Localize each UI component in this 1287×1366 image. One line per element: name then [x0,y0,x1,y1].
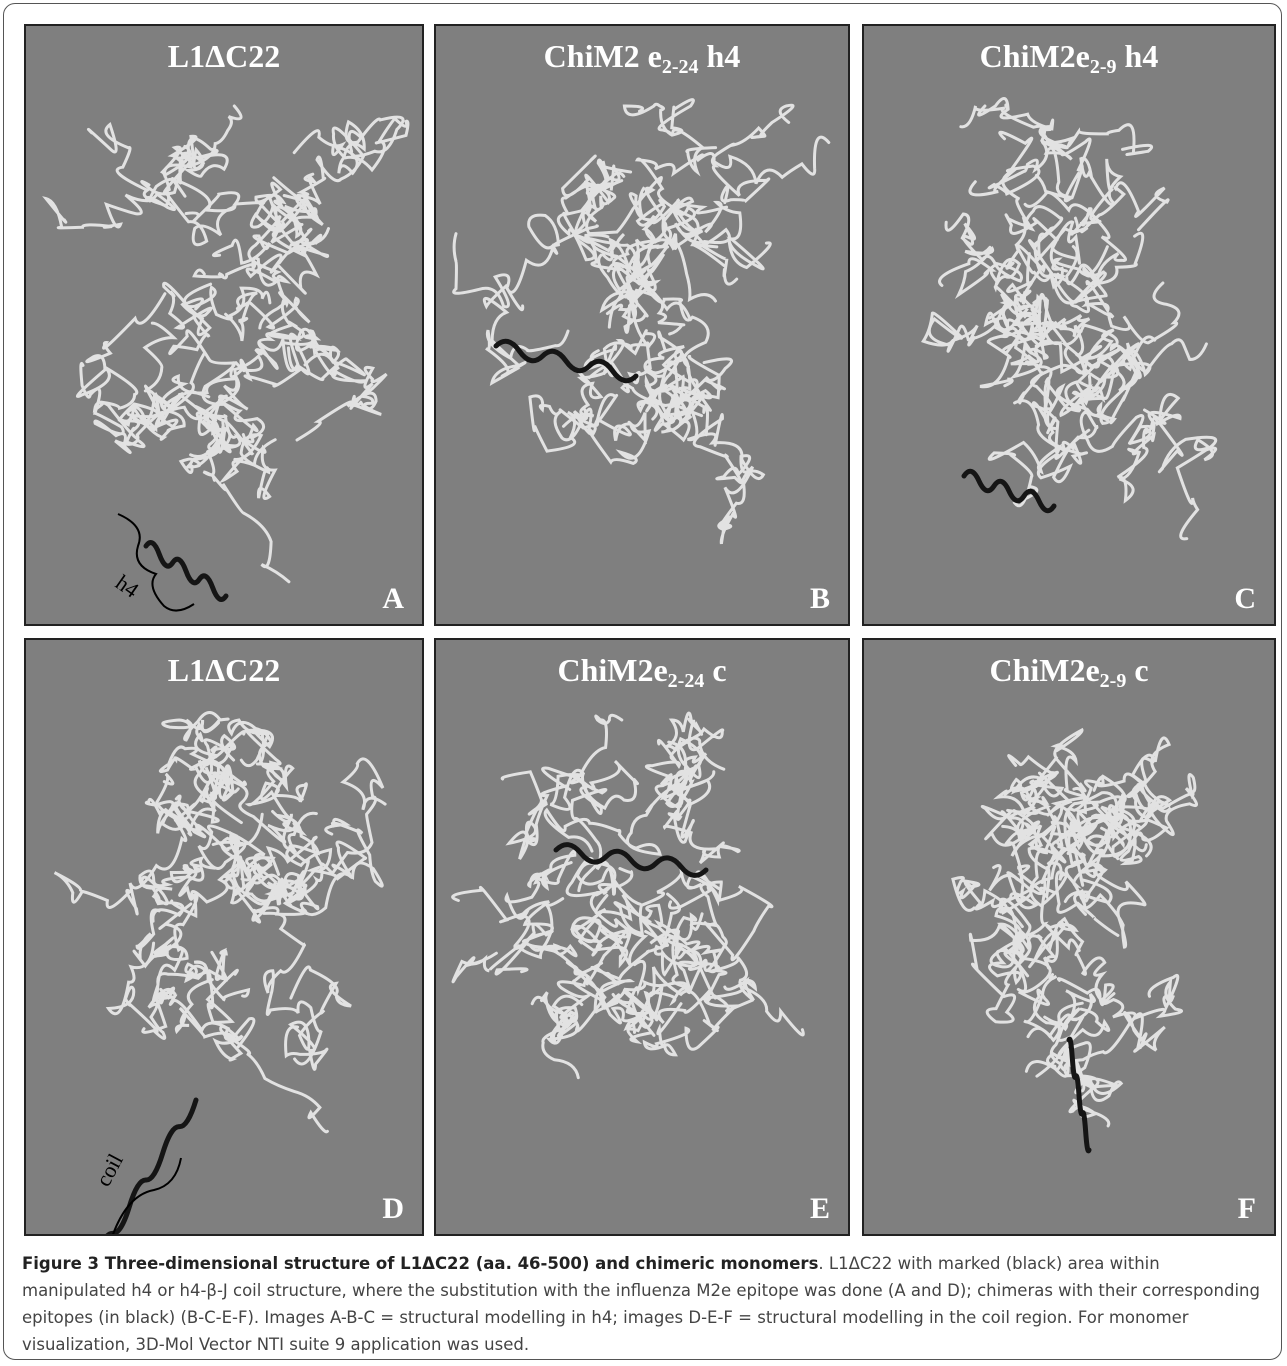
annotation-label: h4 [111,570,143,603]
backbone [484,286,568,383]
panel-letter: C [1234,582,1256,616]
backbone [624,961,654,1041]
bracket [70,1158,181,1236]
structure [864,640,1276,1236]
panel: ChiM2e2-24 c E [434,638,850,1236]
panel-letter: D [382,1192,404,1226]
backbone [294,117,403,173]
caption: Figure 3 Three-dimensional structure of … [22,1250,1267,1358]
structure [864,26,1276,626]
backbone [989,403,1089,506]
backbone [970,926,1023,1022]
backbone [46,178,185,227]
structure [436,26,850,626]
panel-letter: F [1238,1192,1256,1226]
backbone [1015,356,1115,482]
title-main: L1ΔC22 [168,38,281,74]
panel: coil L1ΔC22 D [24,638,424,1236]
annotation-label: coil [90,1149,128,1190]
backbone [923,294,1027,351]
title-suffix: h4 [699,38,741,74]
backbone [453,851,575,922]
title-suffix: h4 [1117,38,1159,74]
backbone [286,967,351,1069]
panel-title: ChiM2e2-9 c [864,652,1274,693]
panel-letter: A [382,582,404,616]
title-suffix: c [704,652,726,688]
structure: h4 [26,26,424,626]
title-suffix: c [1126,652,1148,688]
backbone [278,848,318,913]
structure [436,640,850,1236]
title-subscript: 2-24 [668,670,705,692]
panel-title: ChiM2e2-24 c [436,652,848,693]
backbone [970,139,1090,201]
backbone [671,359,764,528]
title-main: ChiM2e [980,38,1090,74]
backbone [297,367,387,440]
panel-title: ChiM2 e2-24 h4 [436,38,848,79]
panel-letter: E [810,1192,830,1226]
title-main: ChiM2 e [544,38,662,74]
page: Figure 3 Three-dimensional structure of … [0,0,1287,1366]
panel-title: L1ΔC22 [26,38,422,75]
panel-title: ChiM2e2-9 h4 [864,38,1274,79]
panel: h4 L1ΔC22 A [24,24,424,626]
backbone [274,119,408,198]
title-main: L1ΔC22 [168,652,281,688]
backbone [142,106,241,194]
backbone [669,882,772,993]
panel: ChiM2 e2-24 h4 B [434,24,850,626]
title-subscript: 2-9 [1090,56,1117,78]
backbone [1037,994,1135,1089]
backbone [109,943,176,1038]
panel-title: L1ΔC22 [26,652,422,689]
caption-bold: Figure 3 Three-dimensional structure of … [22,1254,818,1273]
title-main: ChiM2e [989,652,1099,688]
panel: ChiM2e2-9 h4 C [862,24,1276,626]
title-subscript: 2-9 [1100,670,1127,692]
title-main: ChiM2e [557,652,667,688]
epitope-highlight [146,543,226,600]
panel: ChiM2e2-9 c F [862,638,1276,1236]
structure: coil [26,640,424,1236]
title-subscript: 2-24 [662,56,699,78]
panel-letter: B [810,582,830,616]
backbone [712,105,793,202]
